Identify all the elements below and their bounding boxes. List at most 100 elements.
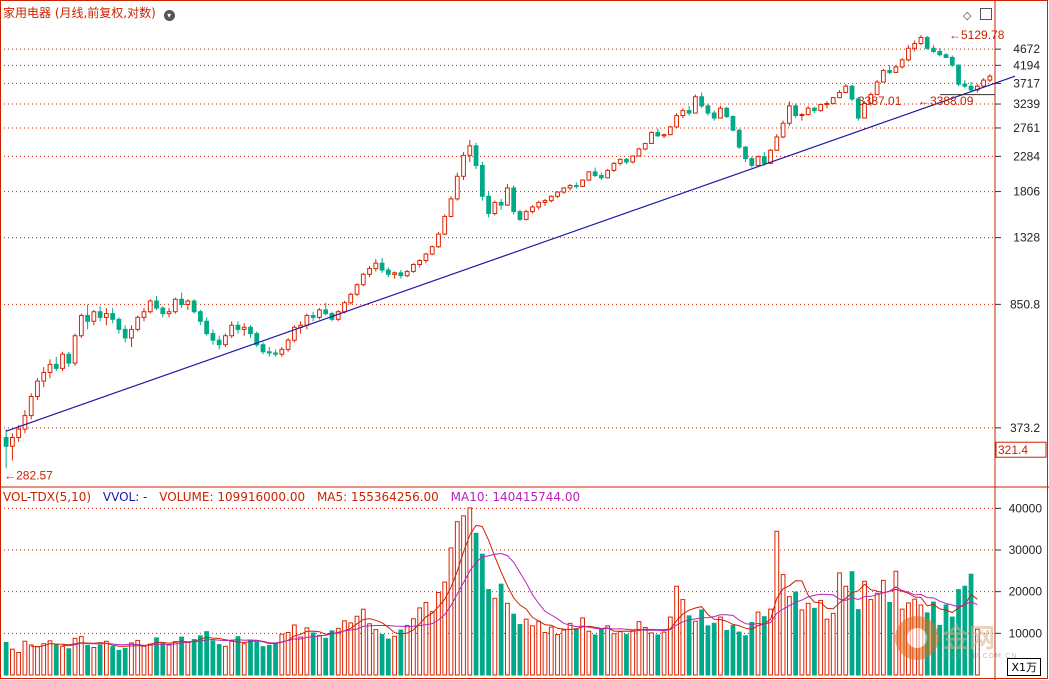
candle-body (3, 436, 9, 447)
volume-bar (16, 652, 22, 676)
candle-body (116, 318, 122, 330)
volume-bar (874, 592, 880, 676)
candle-body (893, 66, 899, 73)
price-tick-label: 373.2 (1010, 421, 1040, 435)
volume-bar (974, 628, 980, 676)
candle-body (949, 56, 955, 66)
volume-bar (686, 615, 692, 676)
volume-bar (28, 644, 34, 676)
volume-bar (53, 643, 59, 676)
candle-body (291, 326, 297, 341)
candle-body (511, 187, 517, 213)
volume-bar (548, 626, 554, 676)
candle-body (924, 36, 930, 49)
volume-bar (605, 625, 611, 676)
volume-bar (949, 616, 955, 676)
candle-body (423, 253, 429, 262)
volume-bar (630, 630, 636, 676)
volume-bar (22, 640, 28, 676)
candle-body (373, 262, 379, 270)
volume-bar (542, 632, 548, 676)
volume-bar (780, 574, 786, 676)
candle-body (191, 300, 197, 313)
candle-body (536, 201, 542, 208)
volume-bar (41, 643, 47, 676)
volume-bar (580, 617, 585, 676)
watermark-brand: 金网 (943, 624, 996, 654)
candle-body (548, 195, 554, 202)
candle-body (342, 302, 347, 313)
volume-bar (204, 631, 210, 676)
candle-body (260, 344, 266, 353)
volume-bar (354, 615, 360, 676)
volume-bar (116, 649, 122, 676)
candle-body (711, 112, 717, 119)
price-tick-label: 1806 (1013, 185, 1040, 199)
volume-bar (335, 627, 341, 676)
volume-ma-lines (31, 524, 978, 648)
gear-icon[interactable]: ▾ (163, 10, 175, 21)
diamond-icon[interactable]: ◇ (963, 9, 972, 22)
candle-body (360, 273, 366, 286)
candle-body (172, 298, 178, 313)
candle-body (411, 264, 416, 272)
candle-body (649, 131, 654, 144)
candle-body (122, 328, 128, 339)
candle-body (824, 103, 830, 106)
volume-bar (674, 585, 679, 676)
candle-body (968, 85, 974, 91)
candle-body (129, 328, 134, 339)
price-tick-label: 1328 (1013, 231, 1040, 245)
volume-bar (511, 613, 517, 676)
volume-bar (254, 641, 260, 676)
candle-body (179, 298, 184, 306)
candle-body (749, 158, 755, 166)
volume-bar (479, 553, 485, 676)
volume-bar (736, 631, 742, 676)
candle-body (793, 105, 799, 117)
volume-bar (379, 634, 385, 676)
volume-bar (317, 634, 322, 676)
volume-bar (385, 638, 391, 676)
highlight-value-box (995, 441, 1047, 458)
candle-body (743, 146, 748, 160)
volume-bar (517, 624, 523, 676)
volume-bar (818, 599, 824, 676)
volume-bar (730, 624, 736, 676)
volume-bar (191, 639, 197, 676)
window-icon[interactable] (980, 8, 992, 20)
volume-tick-label: 40000 (1009, 501, 1043, 515)
price-tick-label: 4672 (1013, 42, 1040, 56)
volume-tick-label: 20000 (1009, 585, 1043, 599)
volume-bar (392, 635, 397, 676)
volume-bar (373, 629, 379, 676)
candle-body (981, 79, 986, 87)
volume-bar (536, 620, 542, 676)
candle-body (197, 311, 203, 322)
volume-bar (611, 633, 617, 676)
candle-body (498, 201, 504, 206)
volume-tick-label: 30000 (1009, 543, 1043, 557)
candle-body (555, 191, 560, 197)
candle-body (724, 107, 730, 118)
candle-body (454, 175, 460, 200)
candle-body (837, 91, 842, 99)
candle-body (235, 324, 241, 330)
volume-bar (154, 637, 159, 676)
volume-bar (956, 589, 961, 676)
volume-indicator-name[interactable]: VOL-TDX(5,10) (3, 490, 92, 504)
candle-body (730, 116, 736, 131)
volume-bar (304, 627, 310, 676)
volume-bar (66, 648, 72, 676)
volume-bar (786, 596, 792, 676)
volume-bar (561, 629, 567, 676)
candle-body (22, 415, 28, 430)
volume-bar (110, 646, 116, 676)
volume-bar (467, 507, 473, 676)
candle-body (166, 311, 172, 315)
volume-bar (498, 583, 504, 676)
candle-body (392, 272, 397, 275)
candle-body (354, 284, 360, 295)
volume-bar (122, 647, 128, 676)
volume-bar (323, 637, 329, 676)
